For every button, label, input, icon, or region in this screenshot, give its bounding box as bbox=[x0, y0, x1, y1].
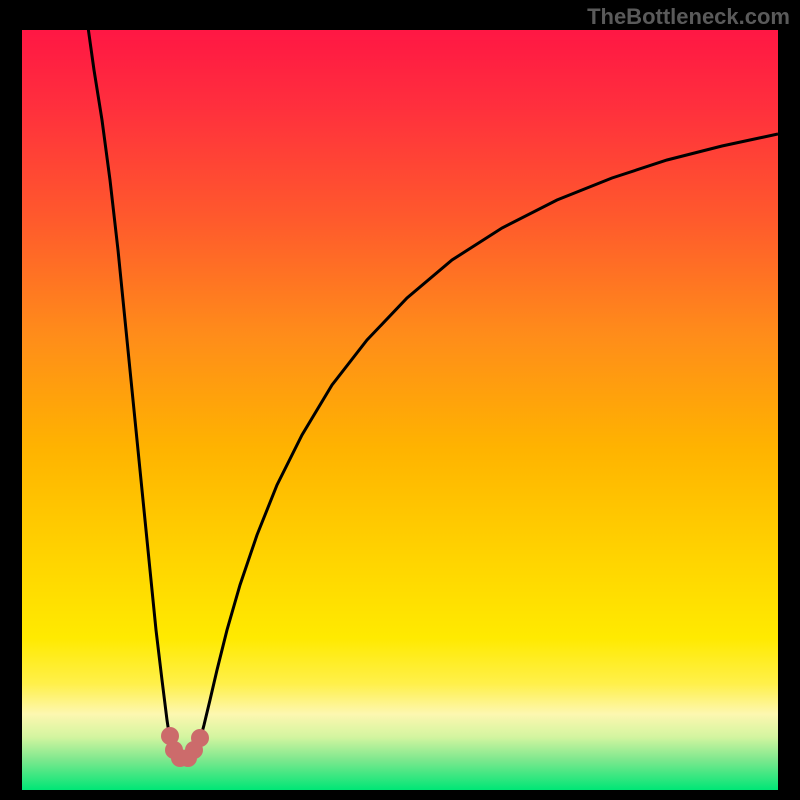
bottleneck-chart bbox=[22, 30, 778, 790]
watermark-text: TheBottleneck.com bbox=[587, 4, 790, 30]
chart-svg bbox=[22, 30, 778, 790]
curve-marker bbox=[191, 729, 209, 747]
